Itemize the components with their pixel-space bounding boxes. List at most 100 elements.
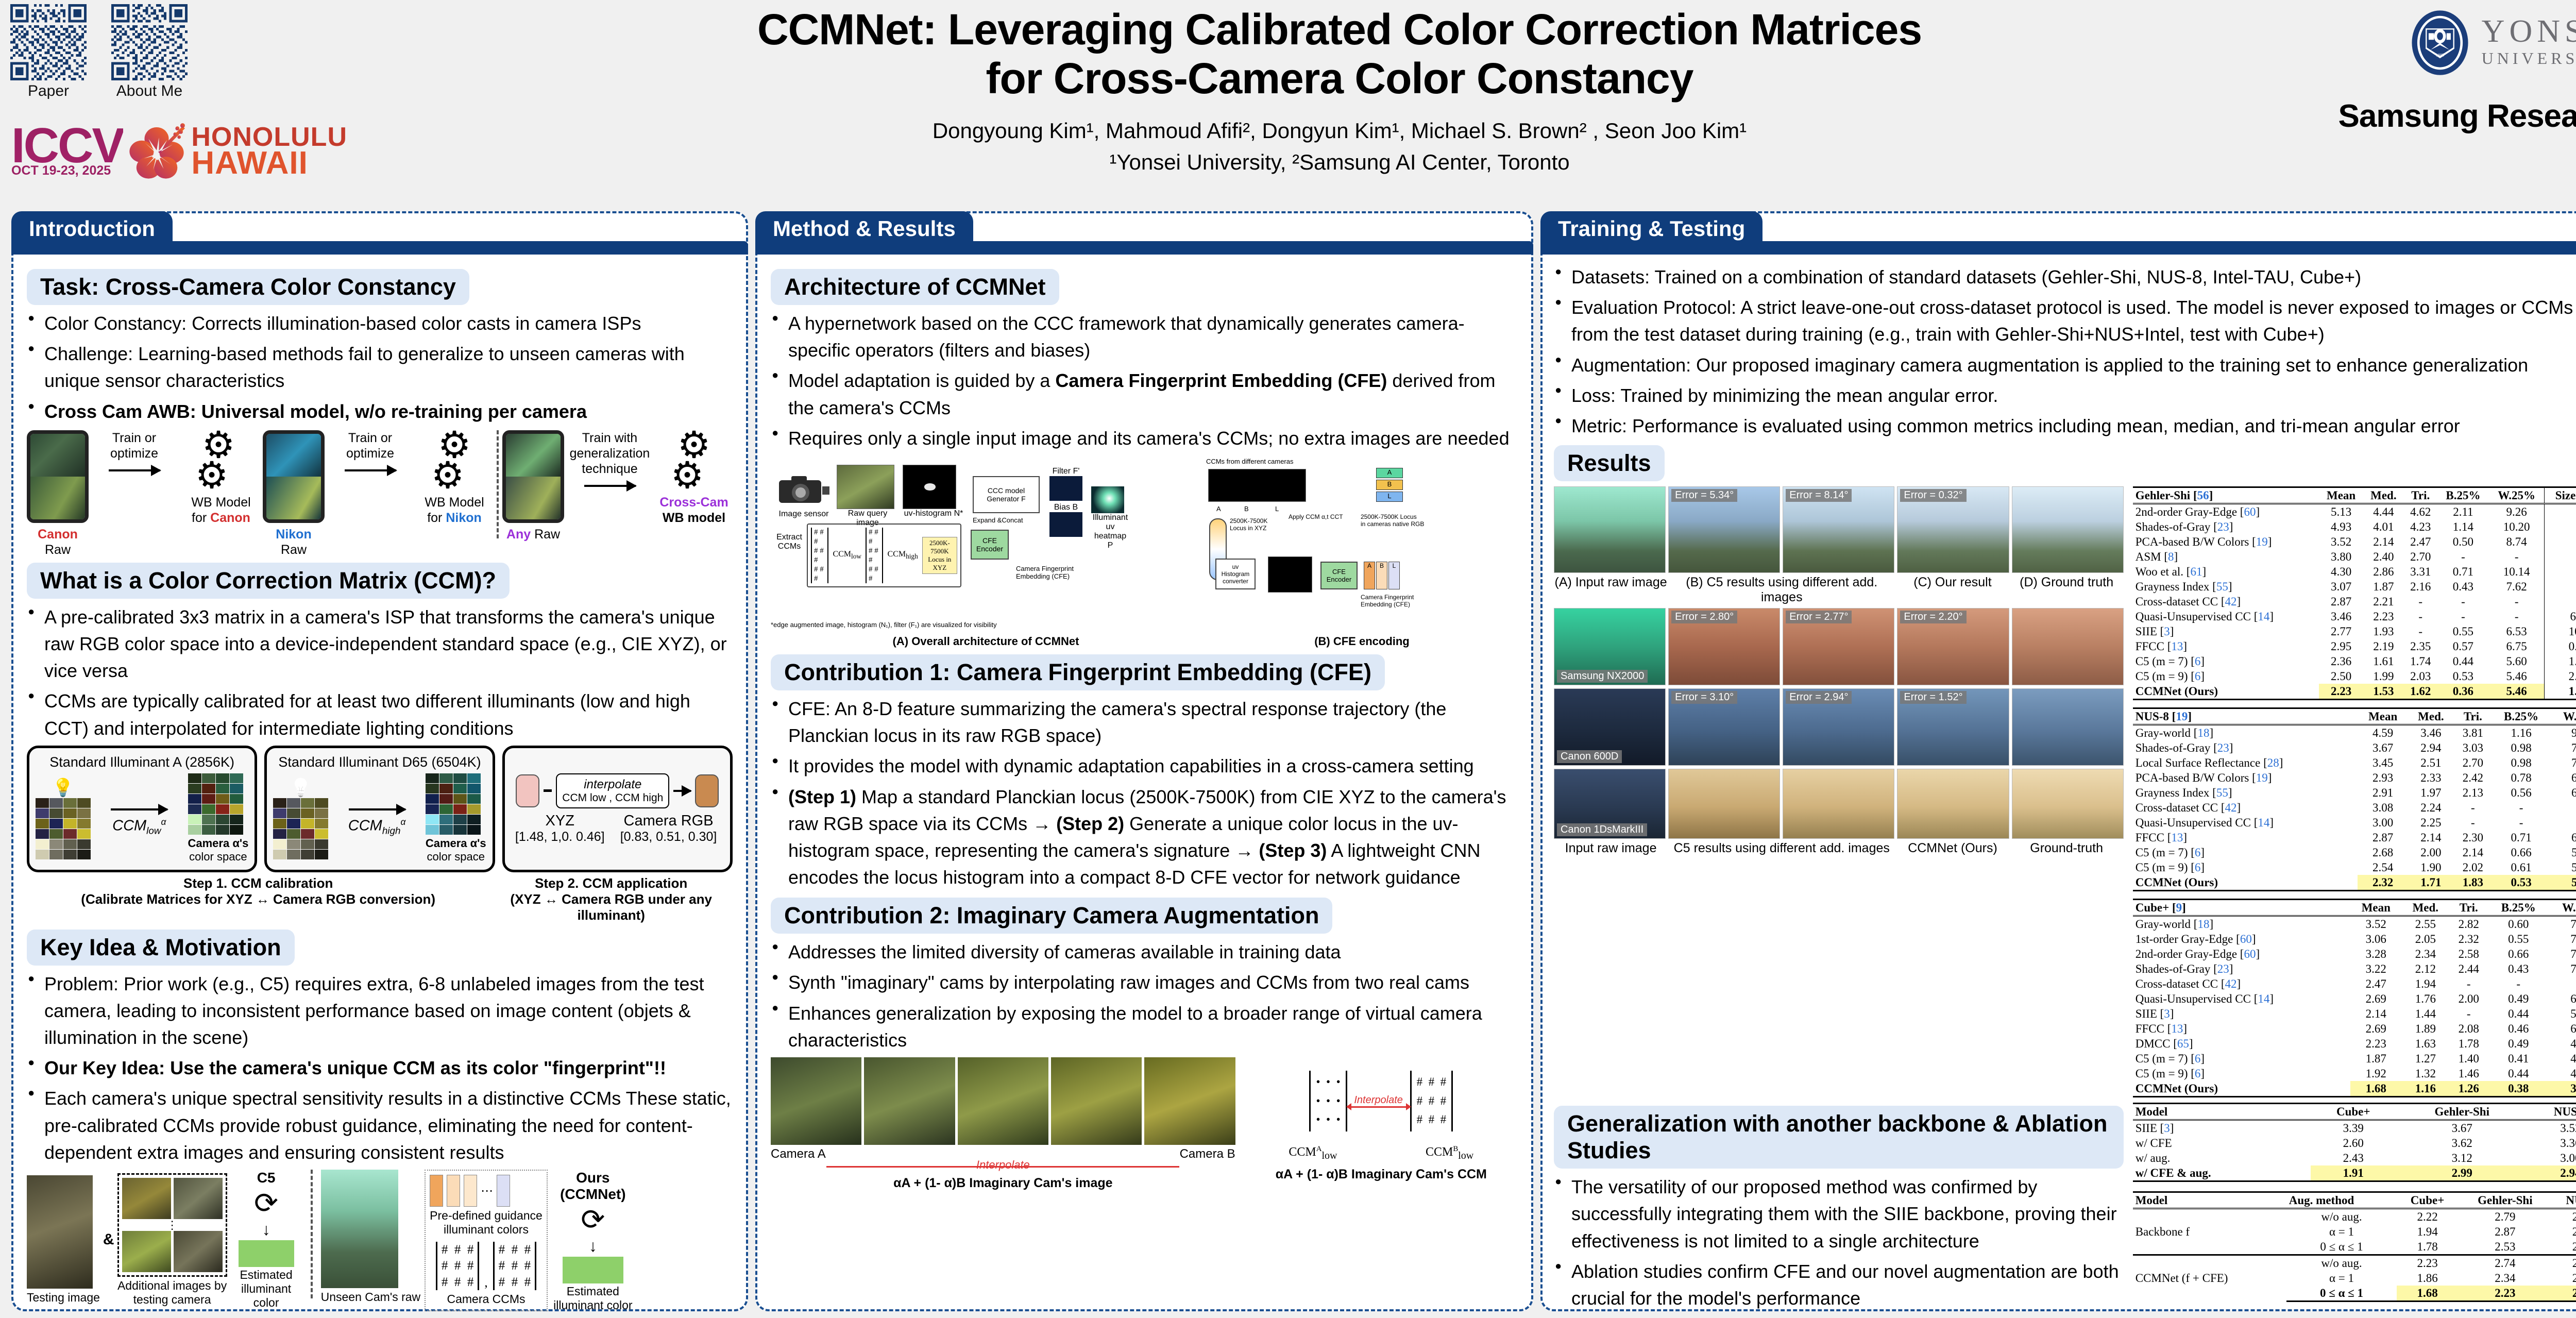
aug-method: 0 ≤ α ≤ 1 — [2320, 1240, 2363, 1253]
table-cell: 5.06 — [2570, 1007, 2576, 1020]
table-cell: 3.12 — [2451, 1151, 2472, 1164]
table-cell: 9.85 — [2550, 724, 2576, 741]
table-cell: 3.45 — [2372, 756, 2394, 769]
image-sensor-block: Image sensor — [773, 473, 835, 519]
table-cell: 2.70 — [2410, 550, 2431, 563]
method-name: Cross-dataset CC [42] — [2135, 595, 2241, 608]
table-cell: 1.63 — [2415, 1037, 2436, 1050]
table-cell: - — [2550, 800, 2576, 815]
model-cycle-icon: ⟳ — [254, 1187, 279, 1219]
apply-ccm-label: Apply CCM α,t CCT — [1288, 513, 1343, 520]
column-header: Cube+ — [2397, 1191, 2458, 1209]
table-cell: 1.61 — [2373, 654, 2394, 668]
table-row: FFCC [13] 2.95 2.19 2.35 0.57 6.75 0.22 — [2133, 639, 2576, 654]
table-cell: 2.69 — [2365, 992, 2386, 1005]
table-cell: 4.30 — [2330, 565, 2352, 578]
camera-b-label: Camera B — [1179, 1147, 1235, 1161]
arrow-label-line1: Train or — [348, 430, 393, 445]
camera-rgb-value: [0.83, 0.51, 0.30] — [620, 829, 717, 844]
wb-model-label-line1: WB Model — [425, 495, 484, 510]
table-cell: 2.45 — [2572, 1271, 2576, 1285]
image-cell — [2011, 486, 2124, 573]
table-cell: 0.41 — [2508, 1052, 2529, 1065]
list-item: Ablation studies confirm CFE and our nov… — [1554, 1258, 2124, 1312]
table-cell: 4.44 — [2570, 1067, 2576, 1080]
table-cell: 6.45 — [2570, 992, 2576, 1005]
table-row: C5 (m = 7) [6] 2.68 2.00 2.14 0.66 5.90 — [2133, 845, 2576, 860]
xyz-label: XYZ — [545, 812, 574, 829]
table-row: w/ CFE 2.60 3.62 3.36 — [2133, 1136, 2576, 1151]
table-cell: 2.44 — [2458, 962, 2479, 975]
camera-rgb-swatch — [695, 774, 719, 807]
table-cell: 2.87 — [2372, 831, 2394, 844]
qr-about-me-icon[interactable] — [111, 4, 188, 80]
table-cell: 3.31 — [2410, 565, 2431, 578]
table-cell: 7.77 — [2570, 962, 2576, 975]
method-name: C5 (m = 7) [6] — [2135, 846, 2205, 859]
qr-about-me-item[interactable]: About Me — [111, 4, 188, 100]
table-cell: 3.00 — [2372, 816, 2394, 829]
column-header: Tri. — [2449, 899, 2488, 916]
table-cell: 2.94 — [2420, 741, 2442, 754]
camera-ccms-label: Camera CCMs — [447, 1292, 526, 1306]
figure-c5-vs-ours: Testing image & ⋮ Additional images by t… — [27, 1170, 733, 1312]
table-row: C5 (m = 9) [6] 1.92 1.32 1.46 0.44 4.44 — [2133, 1066, 2576, 1081]
table-cell: 3.52 — [2350, 915, 2402, 932]
gears-icon: ⚙ ⚙ — [431, 424, 471, 496]
colorchecker-camera-space — [188, 773, 249, 835]
qr-paper-label: Paper — [27, 82, 70, 99]
table-cell: - — [2471, 816, 2475, 829]
train-arrow-nikon: Train or optimize — [325, 430, 415, 476]
method-name: C5 (m = 9) [6] — [2135, 860, 2205, 874]
list-item: Augmentation: Our proposed imaginary cam… — [1554, 351, 2576, 379]
col-caption: (D) Ground truth — [2020, 575, 2114, 590]
table-cell: 10.14 — [2503, 565, 2530, 578]
image-cell: Error = 2.94° — [1783, 688, 1895, 766]
method-name: FFCC [13] — [2135, 639, 2188, 653]
qualitative-results-grid: Error = 5.34° Error = 8.14° Error = 0.32… — [1554, 486, 2124, 856]
bottom-caption: CCMNet (Ours) — [1908, 841, 1997, 856]
table-cell: 2.21 — [2373, 595, 2394, 608]
canon-raw-suffix: Raw — [44, 542, 71, 557]
table-cell: 2.14 — [2462, 846, 2483, 859]
image-cell: Error = 2.77° — [1783, 608, 1895, 686]
qr-paper-icon[interactable] — [10, 4, 87, 80]
column-header: W.25% — [2550, 707, 2576, 725]
method-name: Woo et al. [61] — [2135, 565, 2207, 578]
table-cell: - — [2516, 977, 2521, 990]
table-cell: 2.00 — [2458, 992, 2479, 1005]
table-cell: 1.93 — [2373, 624, 2394, 638]
ccm-high-subscript: high — [382, 825, 401, 836]
image-sensor-label: Image sensor — [778, 509, 829, 518]
table-cell: 2.34 — [2495, 1271, 2516, 1285]
table-cell: 2.32 — [2458, 932, 2479, 945]
qr-paper-item[interactable]: Paper — [10, 4, 87, 100]
table-cell: 5.18 — [2550, 875, 2576, 892]
arch-caption-b: (B) CFE encoding — [1314, 634, 1410, 648]
table-cell: 3.28 — [2365, 947, 2386, 960]
table-cell: - — [2544, 594, 2576, 610]
table-row: 1st-order Gray-Edge [60] 3.06 2.05 2.32 0.55… — [2133, 932, 2576, 947]
table-row: FFCC [13] 2.69 1.89 2.08 0.46 6.31 — [2133, 1021, 2576, 1036]
table-row: Grayness Index [55] 3.07 1.87 2.16 0.43 7.62 - — [2133, 579, 2576, 595]
table-cell: 0.44 — [2508, 1067, 2529, 1080]
image-cell — [1554, 486, 1666, 573]
table-cell: 6.75 — [2506, 639, 2527, 653]
step2-caption-line2: (XYZ ↔ Camera RGB under any illuminant) — [510, 891, 712, 923]
column-header: W.25% — [2488, 486, 2545, 504]
col-caption: (B) C5 results using different add. imag… — [1686, 575, 1878, 605]
arch-caption-a: (A) Overall architecture of CCMNet — [892, 634, 1079, 648]
training-bullets: Datasets: Trained on a combination of st… — [1554, 263, 2576, 440]
table-title: NUS-8 [19] — [2132, 707, 2358, 725]
table-cell: 0.78 — [2511, 771, 2532, 784]
table-cell: - — [2514, 610, 2519, 623]
table-cell: 3.07 — [2330, 580, 2352, 593]
table-cell: - — [2550, 815, 2576, 830]
table-cell: 0.55 — [2508, 932, 2529, 945]
cfe-encoder-block: CFE Encoder — [971, 529, 1009, 560]
filter-f-label: Filter F' — [1052, 466, 1080, 476]
table-cell: 2.33 — [2420, 771, 2442, 784]
method-name: FFCC [13] — [2135, 1022, 2188, 1035]
table-row: FFCC [13] 2.87 2.14 2.30 0.71 6.23 — [2133, 830, 2576, 845]
table-row: Cross-dataset CC [42] 2.87 2.21 - - - - — [2133, 594, 2576, 610]
